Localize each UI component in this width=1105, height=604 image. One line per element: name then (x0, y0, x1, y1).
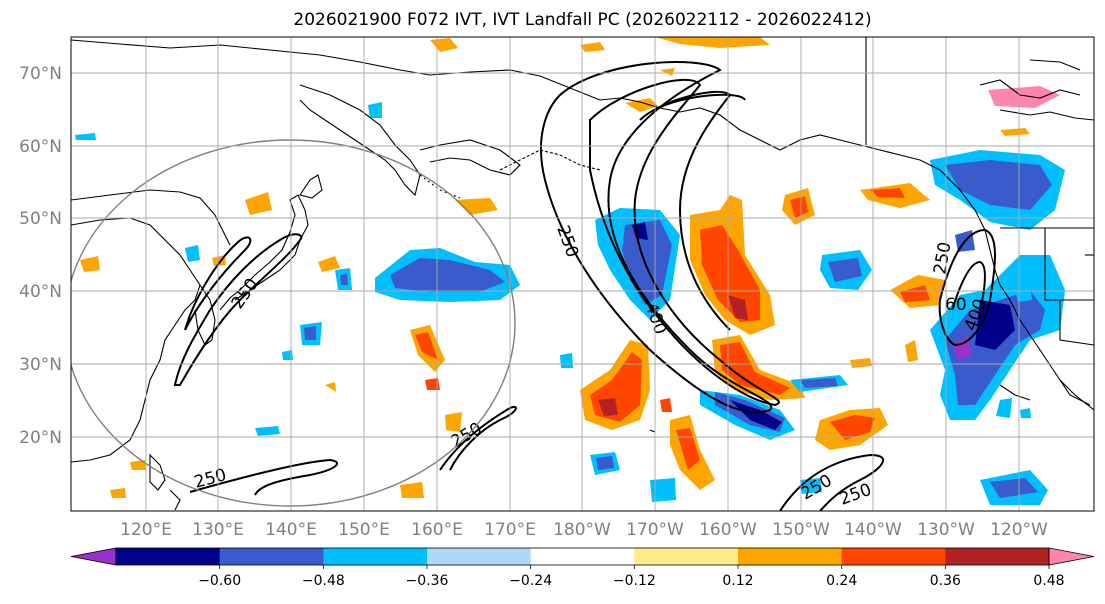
ivt-anomaly-shading (75, 37, 1065, 505)
colorbar-segment (116, 548, 221, 565)
lat-label: 40°N (19, 282, 62, 302)
lon-label: 120°E (120, 520, 172, 540)
colorbar-extend-min (70, 547, 117, 566)
lat-label: 50°N (19, 209, 62, 229)
lon-label: 130°E (192, 520, 244, 540)
lon-label: 140°E (265, 520, 317, 540)
lat-label: 70°N (19, 64, 62, 84)
colorbar-tick-label: 0.48 (1033, 573, 1064, 589)
lon-label: 170°E (484, 520, 536, 540)
lon-label: 150°W (772, 520, 830, 540)
colorbar-segment (219, 548, 324, 565)
lon-label: 170°W (626, 520, 684, 540)
colorbar-segment (634, 548, 739, 565)
colorbar-tick-label: −0.36 (406, 573, 449, 589)
map-frame (70, 36, 1095, 512)
colorbar-segment (738, 548, 843, 565)
gridlines (71, 37, 1094, 511)
colorbar-tick-label: −0.48 (302, 573, 345, 589)
colorbar-tick-label: 0.24 (826, 573, 857, 589)
ivt-contours (173, 61, 996, 511)
lon-label: 140°W (844, 520, 902, 540)
map-background (71, 37, 1094, 511)
lon-label: 160°W (699, 520, 757, 540)
lon-label: 180°W (553, 520, 611, 540)
lon-label: 160°E (411, 520, 463, 540)
colorbar-tick-label: −0.24 (509, 573, 552, 589)
colorbar-segment (841, 548, 946, 565)
lon-label: 120°W (990, 520, 1048, 540)
lon-label: 130°W (917, 520, 975, 540)
colorbar-segment (323, 548, 428, 565)
map-title: 2026021900 F072 IVT, IVT Landfall PC (20… (293, 10, 872, 30)
contour-label: 60 (945, 295, 967, 315)
lat-label: 20°N (19, 428, 62, 448)
longitude-labels: 120°E 130°E 140°E 150°E 160°E 170°E 180°W 170°W… (120, 520, 1048, 540)
colorbar-tick-label: −0.12 (613, 573, 656, 589)
colorbar-segment (427, 548, 532, 565)
radius-circle (71, 139, 516, 507)
lat-label: 30°N (19, 355, 62, 375)
colorbar-segment (530, 548, 635, 565)
lon-label: 150°E (338, 520, 390, 540)
colorbar-frame (115, 547, 1050, 566)
colorbar-tick-label: 0.12 (722, 573, 753, 589)
colorbar-tick-label: 0.36 (930, 573, 961, 589)
colorbar-segment (945, 548, 1050, 565)
lat-label: 60°N (19, 137, 62, 157)
coastlines (71, 37, 1094, 511)
latitude-labels: 70°N 60°N 50°N 40°N 30°N 20°N (19, 64, 62, 448)
colorbar-tick-label: −0.60 (198, 573, 241, 589)
colorbar-extend-max (1048, 547, 1095, 566)
colorbar: −0.60 −0.48 −0.36 −0.24 −0.12 0.12 0.24 0.36 0.4… (70, 547, 1095, 589)
